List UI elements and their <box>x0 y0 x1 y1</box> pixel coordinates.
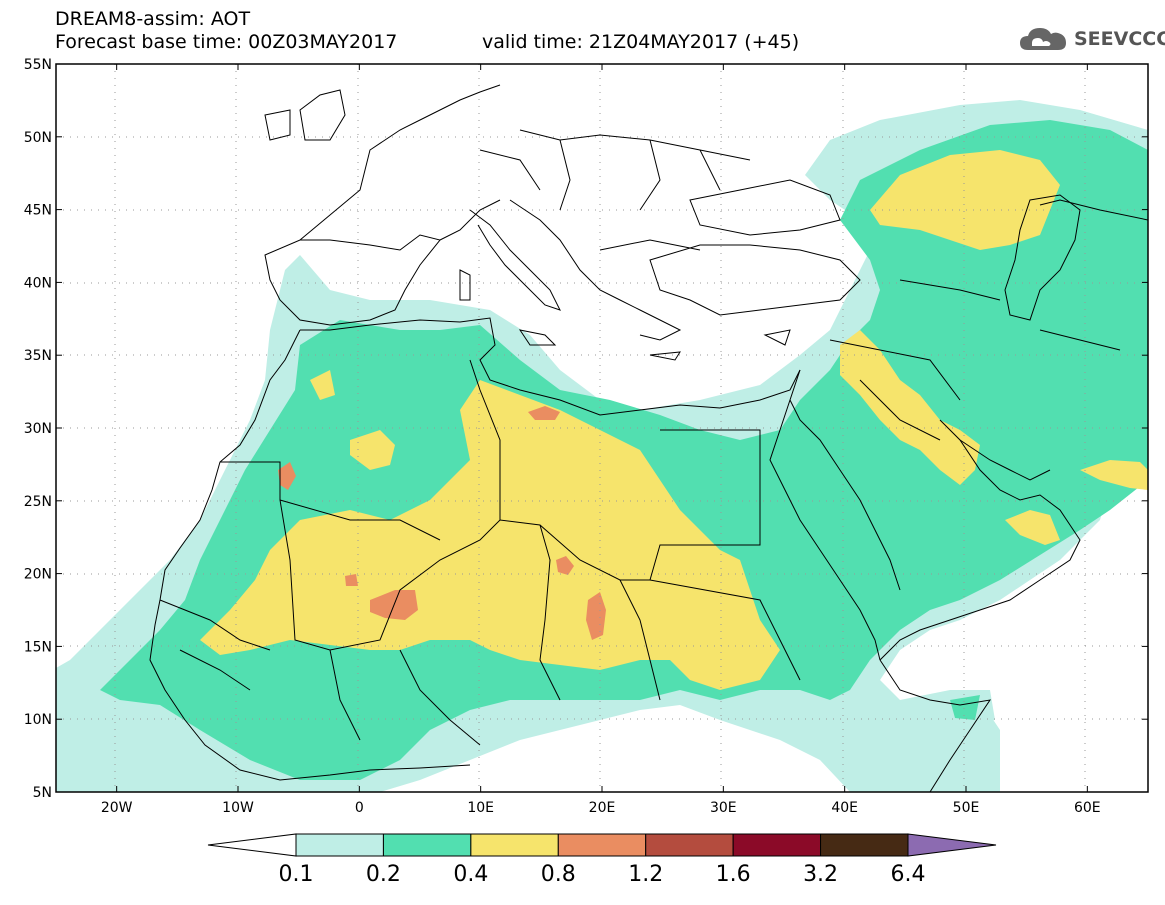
lat-tick-label: 40N <box>24 275 52 291</box>
colorbar-label: 1.2 <box>628 862 663 887</box>
colorbar-label: 6.4 <box>891 862 926 887</box>
lat-tick-label: 45N <box>24 203 52 219</box>
lat-tick-label: 50N <box>24 130 52 146</box>
lon-tick-label: 50E <box>953 800 980 816</box>
lon-tick-label: 20W <box>101 800 133 816</box>
colorbar-segment <box>382 833 472 857</box>
colorbar-segment <box>557 833 647 857</box>
lat-tick-label: 5N <box>33 785 52 801</box>
lon-tick-label: 0 <box>355 800 364 816</box>
colorbar-segment <box>470 833 559 857</box>
lat-tick-label: 20N <box>24 567 52 583</box>
lon-tick-label: 40E <box>831 800 858 816</box>
aot-contour-0.4 <box>200 150 1148 690</box>
lat-tick-label: 30N <box>24 421 52 437</box>
aot-colorbar: 0.1 0.2 0.4 0.8 1.2 1.6 3.2 6.4 <box>207 833 997 887</box>
colorbar-segment <box>207 833 297 857</box>
coastlines-and-borders <box>149 84 1148 792</box>
lat-tick-label: 15N <box>24 639 52 655</box>
map-title: DREAM8-assim: AOT <box>55 8 251 30</box>
colorbar-segment <box>295 833 384 857</box>
lon-tick-label: 60E <box>1074 800 1101 816</box>
colorbar-label: 3.2 <box>803 862 838 887</box>
graticule <box>56 64 1148 792</box>
colorbar-label: 0.1 <box>279 862 314 887</box>
lon-tick-label: 10E <box>467 800 494 816</box>
axis-ticks <box>56 63 1148 793</box>
lat-tick-label: 55N <box>24 57 52 73</box>
colorbar-label: 0.4 <box>453 862 488 887</box>
logo-text: SEEVCCC <box>1074 28 1165 50</box>
valid-time: valid time: 21Z04MAY2017 (+45) <box>482 31 800 53</box>
colorbar-segment <box>820 833 909 857</box>
latitude-tick-labels: 5N 10N 15N 20N 25N 30N 35N 40N 45N 50N 55N <box>24 57 52 801</box>
aot-contour-0.8 <box>278 406 606 640</box>
colorbar-label: 0.8 <box>541 862 576 887</box>
aot-field <box>56 64 1148 792</box>
colorbar-segment <box>907 833 997 857</box>
lon-tick-label: 20E <box>589 800 616 816</box>
cloud-icon <box>1020 28 1066 50</box>
forecast-base-time: Forecast base time: 00Z03MAY2017 <box>55 31 398 53</box>
colorbar-segment <box>732 833 822 857</box>
colorbar-label: 0.2 <box>366 862 401 887</box>
seevccc-logo: SEEVCCC <box>1018 22 1165 56</box>
lat-tick-label: 35N <box>24 348 52 364</box>
lat-tick-label: 25N <box>24 494 52 510</box>
lon-tick-label: 10W <box>222 800 254 816</box>
lat-tick-label: 10N <box>24 712 52 728</box>
lon-tick-label: 30E <box>710 800 737 816</box>
colorbar-segment <box>645 833 734 857</box>
longitude-tick-labels: 20W 10W 0 10E 20E 30E 40E 50E 60E <box>101 800 1101 816</box>
colorbar-label: 1.6 <box>716 862 751 887</box>
